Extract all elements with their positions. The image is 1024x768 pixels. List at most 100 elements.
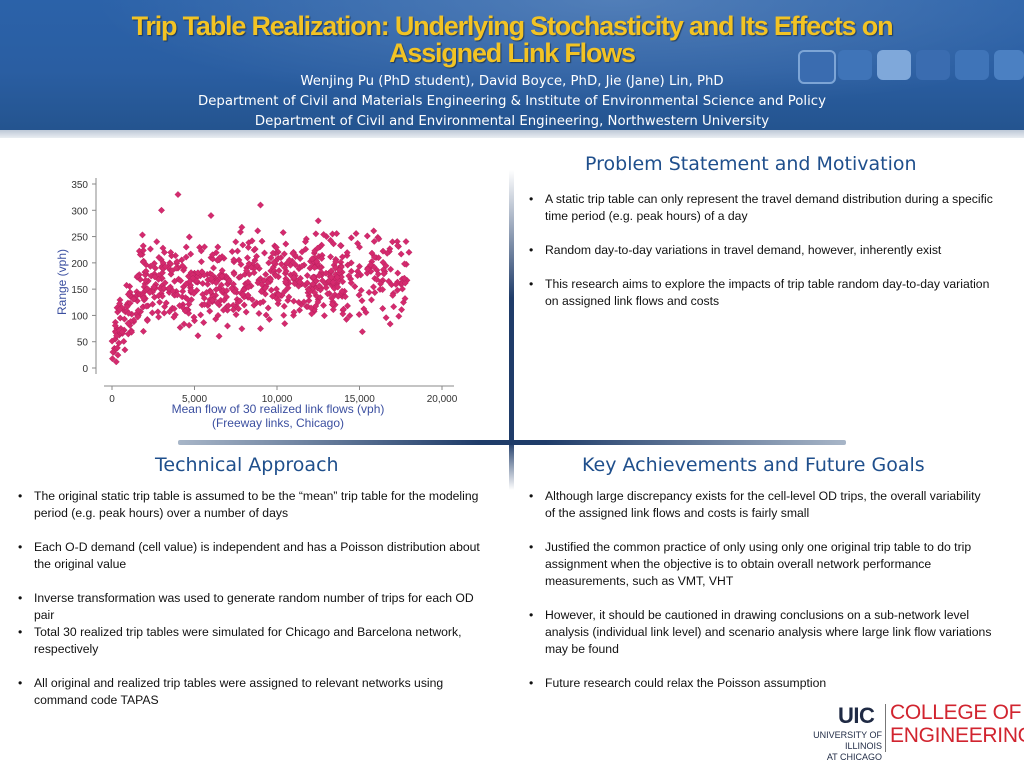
data-point — [318, 254, 326, 262]
poster-title-line1: Trip Table Realization: Underlying Stoch… — [131, 11, 894, 41]
data-point — [217, 281, 225, 289]
data-point — [382, 314, 390, 322]
data-point — [370, 283, 377, 291]
data-point — [180, 320, 188, 328]
data-point — [342, 315, 350, 323]
data-point — [367, 296, 375, 304]
data-point — [124, 290, 132, 298]
data-point — [213, 256, 221, 264]
data-point — [322, 284, 330, 292]
data-point — [201, 243, 208, 251]
data-point — [139, 294, 147, 302]
data-point — [285, 256, 293, 264]
data-point — [290, 297, 298, 305]
data-point — [185, 300, 193, 308]
data-point — [318, 277, 326, 285]
data-point — [360, 305, 368, 313]
data-point — [237, 260, 245, 268]
data-point — [296, 306, 304, 314]
data-point — [355, 311, 363, 318]
data-point — [172, 264, 180, 272]
bullet-item: Although large discrepancy exists for th… — [523, 488, 993, 522]
data-point — [261, 249, 268, 257]
data-point — [207, 288, 215, 296]
data-point — [134, 306, 142, 314]
bullet-item: All original and realized trip tables we… — [12, 675, 482, 709]
data-point — [333, 230, 341, 238]
data-point — [314, 244, 322, 252]
data-point — [315, 272, 323, 280]
data-point — [242, 308, 250, 316]
data-point — [124, 319, 132, 327]
data-point — [327, 253, 335, 261]
problem-section-title: Problem Statement and Motivation — [585, 153, 917, 175]
data-point — [344, 261, 352, 269]
data-point — [177, 277, 185, 285]
college-line2: ENGINEERING — [890, 724, 1024, 747]
data-point — [387, 265, 395, 273]
data-point — [267, 254, 275, 262]
data-point — [239, 290, 247, 298]
bullet-item: Random day-to-day variations in travel d… — [523, 242, 993, 259]
y-tick-label: 250 — [71, 233, 88, 244]
data-point — [358, 328, 366, 336]
data-point — [160, 284, 168, 292]
data-point — [328, 294, 336, 302]
bullet-item: Each O-D demand (cell value) is independ… — [12, 539, 482, 573]
data-point — [214, 243, 222, 251]
data-point — [385, 277, 393, 285]
data-point — [277, 254, 285, 262]
technical-bullets: The original static trip table is assume… — [12, 488, 482, 709]
data-point — [187, 286, 195, 294]
affiliation-2: Department of Civil and Environmental En… — [254, 114, 770, 129]
data-point — [238, 223, 246, 231]
data-point — [370, 253, 378, 261]
data-point — [173, 258, 181, 266]
data-point — [285, 293, 293, 301]
data-point — [401, 295, 409, 303]
data-point — [182, 243, 190, 251]
x-tick-label: 15,000 — [344, 394, 375, 405]
data-point — [280, 311, 288, 319]
data-point — [185, 321, 193, 329]
data-point — [124, 330, 132, 338]
data-point — [218, 267, 226, 275]
data-point — [328, 300, 336, 308]
decor-tile — [994, 50, 1024, 80]
data-point — [367, 261, 375, 269]
data-point — [170, 313, 178, 321]
data-point — [295, 298, 303, 306]
data-point — [370, 227, 378, 235]
data-point — [155, 313, 163, 321]
uic-university-name: UNIVERSITY OF ILLINOIS AT CHICAGO — [792, 730, 882, 763]
data-point — [214, 311, 222, 319]
data-point — [234, 247, 242, 255]
data-point — [332, 258, 340, 266]
data-point — [262, 311, 270, 319]
data-point — [224, 322, 231, 330]
data-point — [148, 309, 156, 317]
data-point — [155, 292, 163, 300]
data-point — [261, 284, 269, 292]
data-point — [228, 284, 236, 292]
data-point — [390, 303, 398, 311]
data-point — [176, 323, 184, 331]
x-tick-label: 10,000 — [262, 394, 293, 405]
data-point — [346, 312, 354, 320]
data-point — [379, 286, 387, 294]
college-line1: COLLEGE OF — [890, 701, 1022, 724]
data-point — [401, 260, 408, 268]
data-point — [274, 296, 282, 304]
data-point — [257, 201, 264, 209]
x-tick-label: 0 — [109, 394, 115, 405]
data-point — [265, 315, 273, 323]
data-point — [198, 268, 206, 276]
data-point — [301, 238, 309, 246]
y-tick-label: 100 — [71, 311, 88, 322]
logo-divider — [885, 704, 886, 752]
data-point — [112, 358, 120, 366]
data-point — [151, 273, 159, 281]
y-tick-label: 200 — [71, 259, 88, 270]
data-point — [355, 291, 363, 299]
data-point — [345, 272, 353, 280]
